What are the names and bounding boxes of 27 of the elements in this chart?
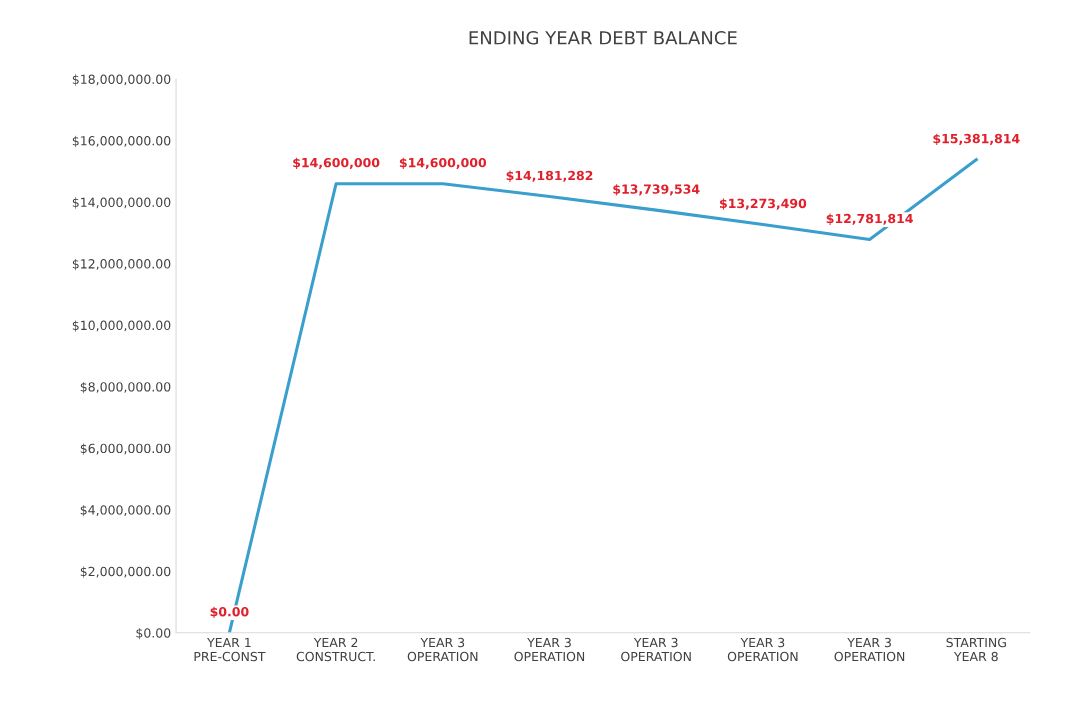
x-tick-label: YEAR 2 CONSTRUCT. [296,637,375,662]
data-label: $13,273,490 [720,198,807,210]
data-label: $14,181,282 [506,170,593,182]
y-tick-label: $2,000,000.00 [80,566,171,578]
y-tick-label: $18,000,000.00 [72,74,171,86]
y-tick-label: $12,000,000.00 [72,258,171,271]
data-label: $13,739,534 [613,184,700,196]
data-label: $15,381,814 [933,133,1020,145]
data-label: $14,600,000 [293,157,380,170]
data-label: $0.00 [210,606,249,619]
data-label: $14,600,000 [399,157,487,170]
y-tick-label: $4,000,000.00 [80,504,171,517]
x-tick-label: YEAR 3 OPERATION [834,637,905,662]
x-tick-label: YEAR 1 PRE-CONST [194,637,266,662]
y-tick-label: $10,000,000.00 [72,320,171,332]
x-tick-label: STARTING YEAR 8 [946,637,1006,662]
y-tick-label: $14,000,000.00 [72,197,171,209]
chart-title: ENDING YEAR DEBT BALANCE [469,30,737,45]
y-tick-label: $6,000,000.00 [80,443,171,455]
x-tick-label: YEAR 3 OPERATION [407,637,478,662]
y-tick-label: $0.00 [136,627,171,640]
x-tick-label: YEAR 3 OPERATION [514,637,585,662]
y-tick-label: $16,000,000.00 [72,135,171,148]
x-tick-label: YEAR 3 OPERATION [727,637,798,662]
x-tick-label: YEAR 3 OPERATION [621,637,691,662]
y-tick-label: $8,000,000.00 [80,381,171,394]
data-label: $12,781,814 [826,213,913,225]
